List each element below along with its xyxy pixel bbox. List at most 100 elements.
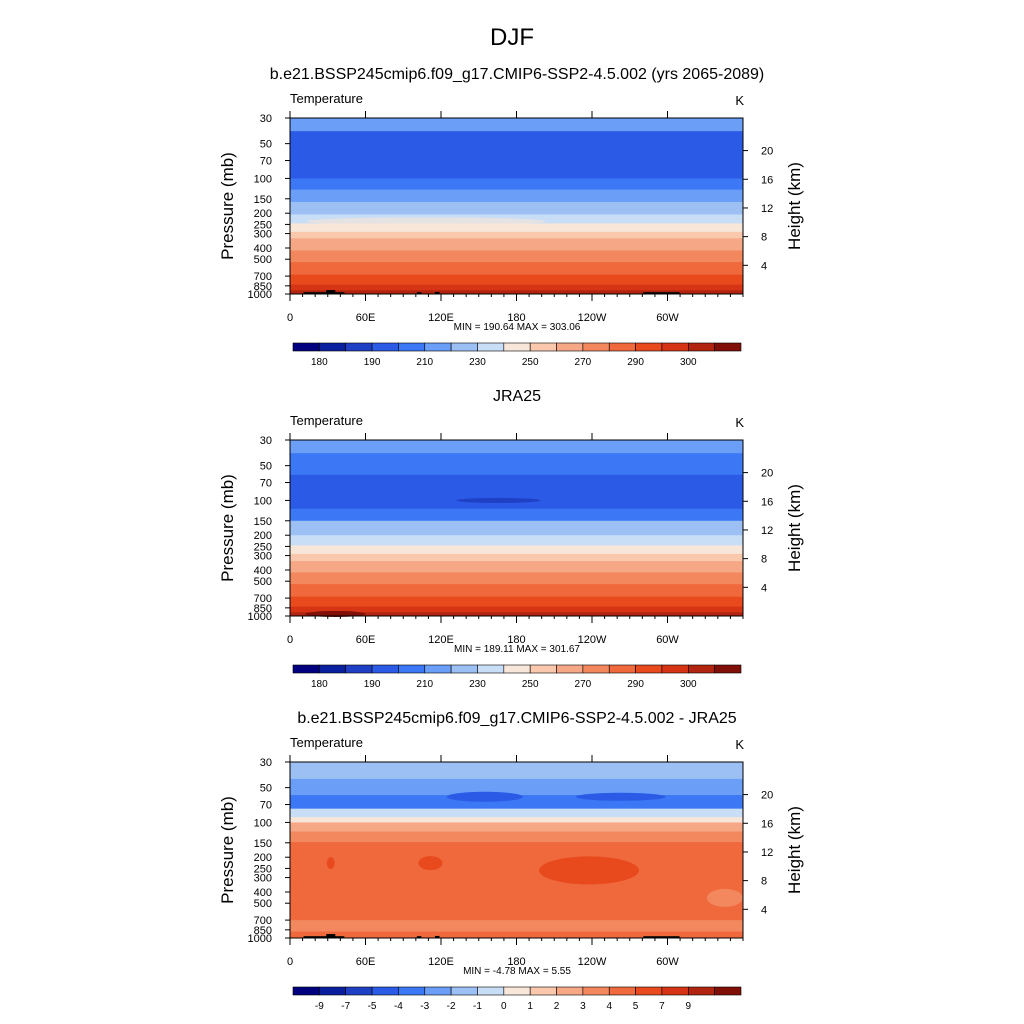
height-tick-label: 20 — [761, 468, 773, 480]
height-tick-label: 12 — [761, 847, 773, 859]
y-tick-label: 1000 — [248, 611, 272, 623]
y-tick-label: 400 — [254, 887, 272, 899]
colorbar-swatch — [319, 664, 347, 674]
y-tick-label: 300 — [254, 229, 272, 241]
colorbar-swatch — [687, 986, 715, 996]
field-band — [290, 612, 743, 617]
field-band — [290, 238, 743, 251]
x-tick-label: 0 — [287, 312, 293, 324]
x-tick-label: 60E — [356, 634, 376, 646]
height-tick-label: 16 — [761, 818, 773, 830]
height-axis-title: Height (km) — [785, 484, 804, 572]
x-tick-label: 60E — [356, 312, 376, 324]
colorbar-swatch — [345, 986, 373, 996]
terrain-mask — [326, 934, 336, 938]
field-band — [290, 822, 743, 833]
height-tick-label: 12 — [761, 525, 773, 537]
x-tick-label: 0 — [287, 956, 293, 968]
height-tick-label: 4 — [761, 260, 767, 272]
y-tick-label: 250 — [254, 219, 272, 231]
field-band — [290, 553, 743, 562]
y-tick-label: 300 — [254, 551, 272, 563]
field-band — [290, 474, 743, 510]
height-tick-label: 8 — [761, 876, 767, 888]
colorbar-swatch — [582, 986, 610, 996]
colorbar-swatch — [529, 342, 557, 352]
field-band — [290, 545, 743, 555]
variable-label: Temperature — [290, 735, 363, 750]
field-band — [290, 223, 743, 233]
y-tick-label: 100 — [254, 495, 272, 507]
height-tick-label: 8 — [761, 232, 767, 244]
colorbar-label: 7 — [659, 1001, 665, 1012]
colorbar-swatch — [477, 664, 505, 674]
colorbar-swatch — [398, 986, 426, 996]
colorbar-label: 230 — [469, 357, 486, 368]
colorbar-swatch — [345, 342, 373, 352]
field-contour — [456, 497, 541, 503]
colorbar-swatch — [371, 342, 399, 352]
field-contour — [326, 857, 335, 870]
y-tick-label: 500 — [254, 254, 272, 266]
field-contour — [538, 856, 639, 885]
units-label: K — [735, 415, 744, 430]
terrain-mask — [643, 936, 680, 938]
y-tick-label: 850 — [254, 925, 272, 937]
colorbar-label: 0 — [501, 1001, 507, 1012]
field-band — [290, 262, 743, 276]
colorbar-label: -2 — [447, 1001, 456, 1012]
y-tick-label: 850 — [254, 281, 272, 293]
terrain-mask — [303, 292, 345, 294]
y-tick-label: 500 — [254, 576, 272, 588]
field-band — [290, 778, 743, 796]
field-band — [290, 440, 743, 454]
field-band — [290, 572, 743, 585]
colorbar-swatch — [556, 986, 584, 996]
field-band — [290, 508, 743, 522]
colorbar-swatch — [292, 664, 320, 674]
colorbar-label: -4 — [394, 1001, 403, 1012]
x-tick-label: 60E — [356, 956, 376, 968]
x-tick-label: 120E — [428, 956, 454, 968]
field-band — [290, 831, 743, 843]
colorbar-label: 1 — [527, 1001, 533, 1012]
x-tick-label: 180 — [507, 634, 525, 646]
colorbar-swatch — [503, 664, 531, 674]
colorbar-swatch — [661, 986, 689, 996]
y-tick-label: 500 — [254, 898, 272, 910]
field-band — [290, 584, 743, 598]
colorbar-label: 250 — [522, 679, 539, 690]
field-band — [290, 189, 743, 203]
colorbar-swatch — [424, 986, 452, 996]
y-tick-label: 150 — [254, 516, 272, 528]
x-tick-label: 120E — [428, 634, 454, 646]
colorbar-swatch — [503, 342, 531, 352]
field-contour — [418, 856, 443, 871]
y-axis-title: Pressure (mb) — [218, 474, 237, 582]
y-tick-label: 400 — [254, 565, 272, 577]
colorbar-label: 210 — [416, 679, 433, 690]
height-tick-label: 20 — [761, 146, 773, 158]
field-band — [290, 274, 743, 286]
y-tick-label: 700 — [254, 271, 272, 283]
y-tick-label: 50 — [260, 139, 272, 151]
colorbar-swatch — [529, 986, 557, 996]
field-band — [290, 762, 743, 780]
colorbar-swatch — [319, 986, 347, 996]
y-tick-label: 250 — [254, 863, 272, 875]
colorbar-swatch — [398, 342, 426, 352]
y-tick-label: 100 — [254, 173, 272, 185]
field-band — [290, 453, 743, 476]
colorbar-swatch — [608, 986, 636, 996]
colorbar-swatch — [450, 342, 478, 352]
colorbar-swatch — [424, 342, 452, 352]
colorbar-swatch — [503, 986, 531, 996]
field-band — [290, 290, 743, 295]
colorbar-label: -9 — [315, 1001, 324, 1012]
colorbar-label: 180 — [311, 679, 328, 690]
colorbar-label: 5 — [633, 1001, 639, 1012]
variable-label: Temperature — [290, 413, 363, 428]
y-tick-label: 700 — [254, 915, 272, 927]
field-band — [290, 231, 743, 239]
height-tick-label: 12 — [761, 203, 773, 215]
